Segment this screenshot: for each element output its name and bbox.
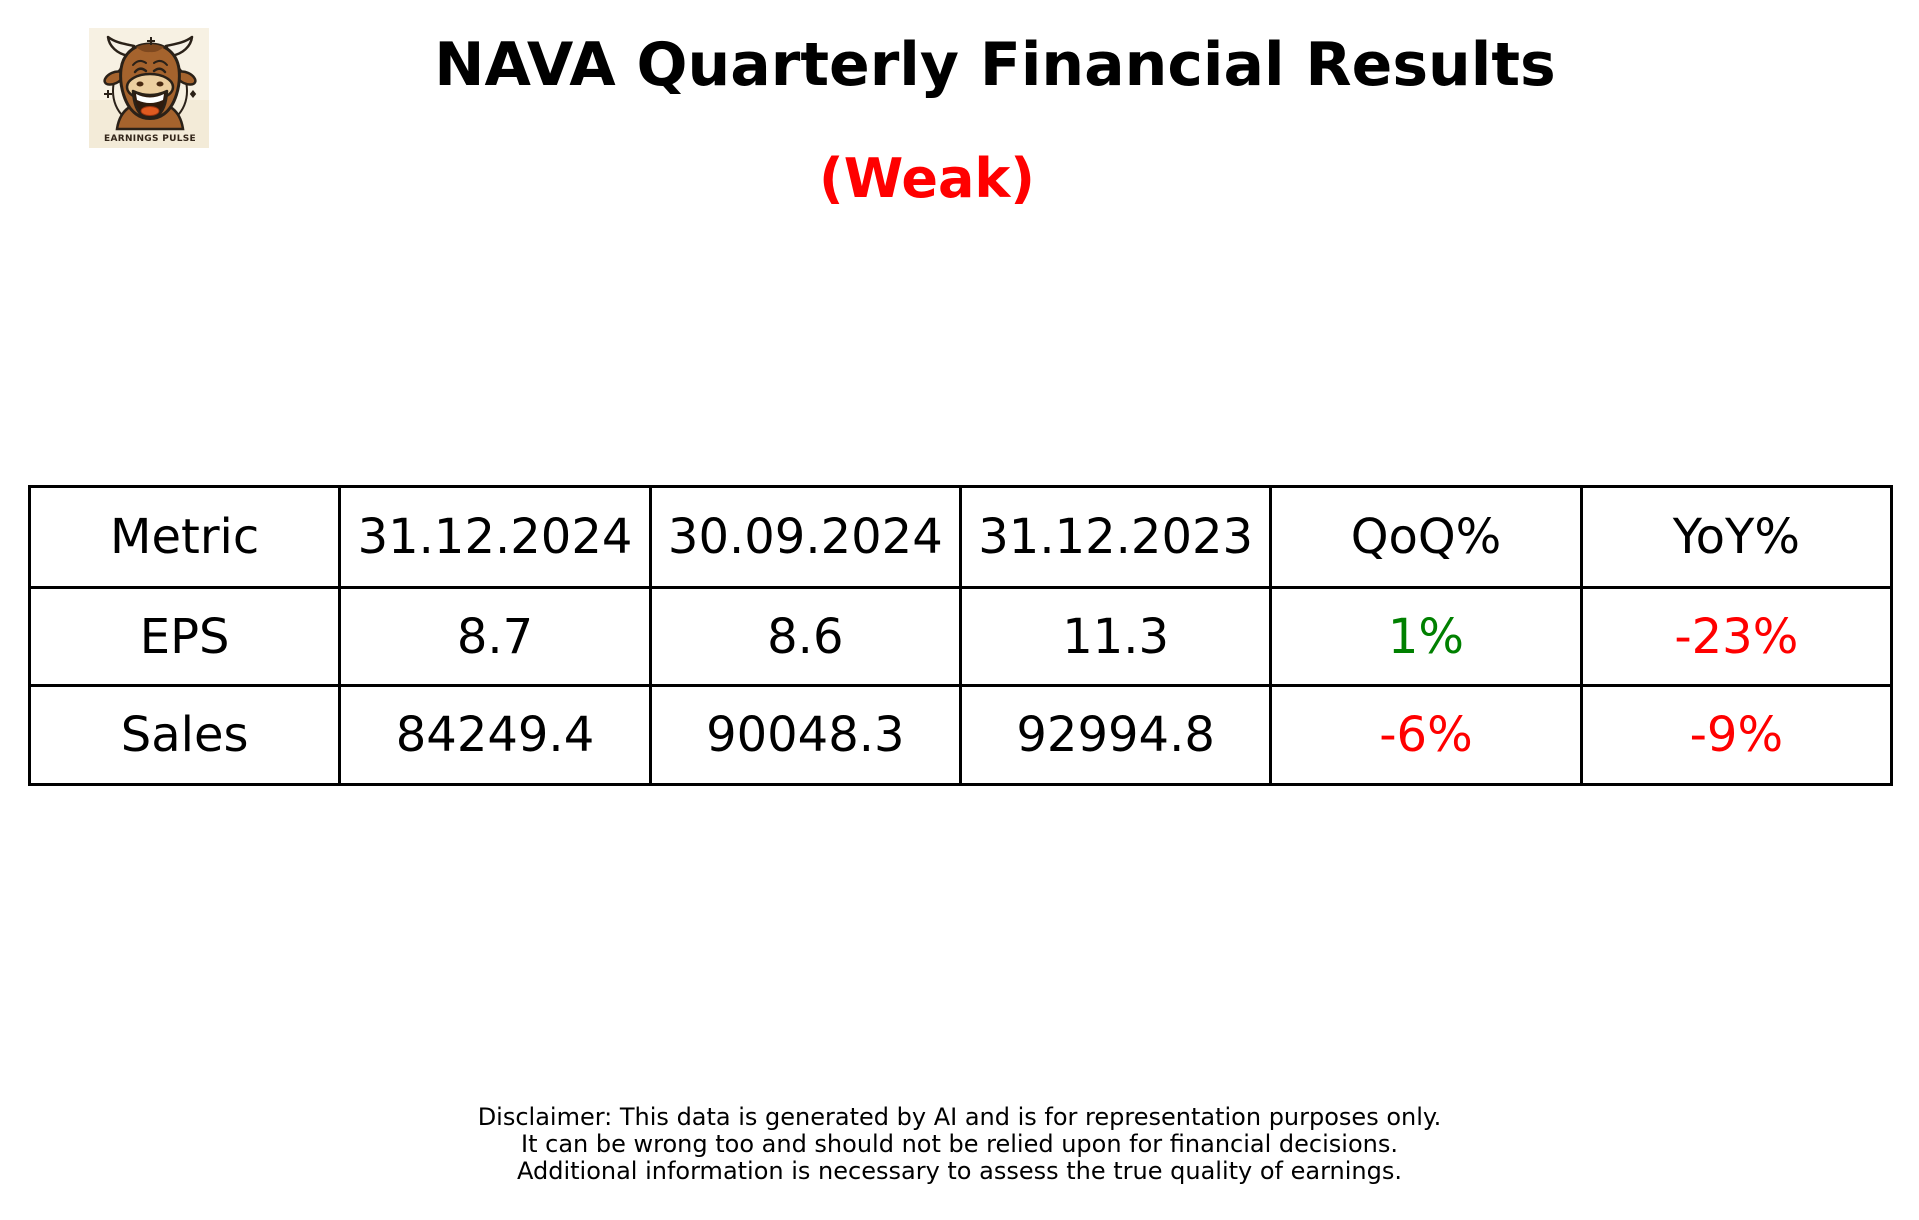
earnings-pulse-logo: EARNINGS PULSE bbox=[89, 28, 209, 148]
eps-value-cell: 8.7 bbox=[338, 586, 652, 687]
sales-metric-cell: Sales bbox=[27, 684, 342, 786]
sales-yoy-cell: -9% bbox=[1579, 684, 1894, 786]
column-header-metric: Metric bbox=[27, 485, 342, 589]
column-header-q-latest: 31.12.2024 bbox=[338, 485, 652, 589]
eps-qoq-cell: 1% bbox=[1269, 586, 1583, 687]
eps-metric-cell: EPS bbox=[27, 586, 342, 687]
eps-value-cell: 8.6 bbox=[648, 586, 962, 687]
column-header-q-prev: 30.09.2024 bbox=[648, 485, 962, 589]
disclaimer-line-2: It can be wrong too and should not be re… bbox=[521, 1130, 1398, 1158]
eps-yoy-cell: -23% bbox=[1579, 586, 1894, 687]
table-row-sales: Sales 84249.4 90048.3 92994.8 -6% -9% bbox=[27, 684, 1894, 786]
table-row-eps: EPS 8.7 8.6 11.3 1% -23% bbox=[27, 586, 1894, 687]
sales-value-cell: 84249.4 bbox=[338, 684, 652, 786]
logo-brand-text: EARNINGS PULSE bbox=[104, 134, 196, 144]
column-header-yoy: YoY% bbox=[1579, 485, 1894, 589]
disclaimer: Disclaimer: This data is generated by AI… bbox=[478, 1104, 1442, 1185]
disclaimer-line-3: Additional information is necessary to a… bbox=[516, 1157, 1403, 1185]
laughing-bull-icon: EARNINGS PULSE bbox=[89, 28, 209, 148]
financial-results-table: Metric 31.12.2024 30.09.2024 31.12.2023 … bbox=[27, 485, 1894, 786]
sales-value-cell: 92994.8 bbox=[958, 684, 1273, 786]
column-header-q-yoy: 31.12.2023 bbox=[958, 485, 1273, 589]
column-header-qoq: QoQ% bbox=[1269, 485, 1583, 589]
page-title: NAVA Quarterly Financial Results bbox=[434, 30, 1556, 100]
eps-value-cell: 11.3 bbox=[958, 586, 1273, 687]
sales-value-cell: 90048.3 bbox=[648, 684, 962, 786]
table-header-row: Metric 31.12.2024 30.09.2024 31.12.2023 … bbox=[27, 485, 1894, 589]
disclaimer-line-1: Disclaimer: This data is generated by AI… bbox=[477, 1103, 1442, 1131]
verdict-label: (Weak) bbox=[819, 147, 1035, 210]
sales-qoq-cell: -6% bbox=[1269, 684, 1583, 786]
